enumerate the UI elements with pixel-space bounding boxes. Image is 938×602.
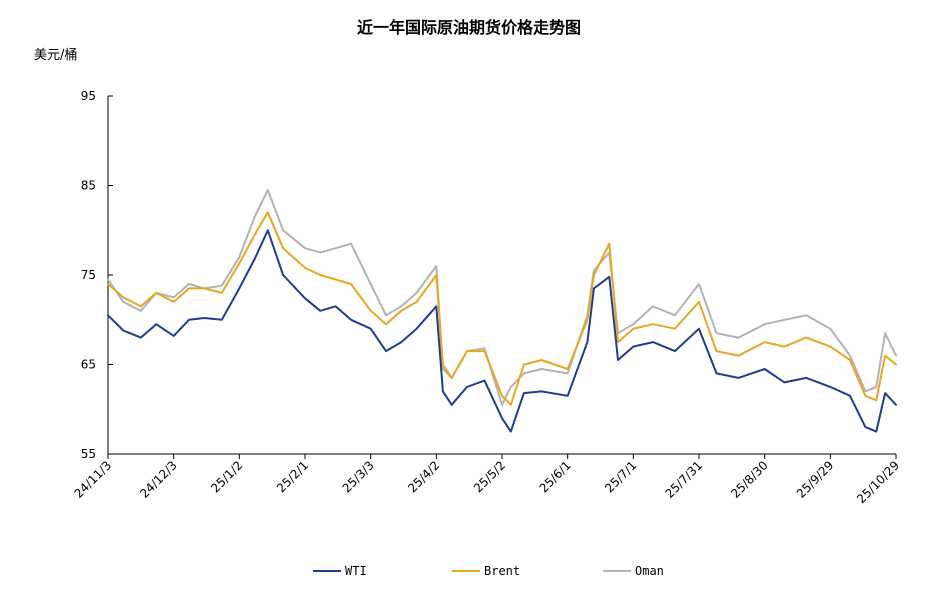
x-tick-label: 25/7/1: [602, 458, 639, 495]
x-tick-label: 25/1/2: [208, 458, 245, 495]
y-axis-unit-label: 美元/桶: [34, 48, 78, 63]
y-axis-ticks: 55 65 75 85 95: [81, 89, 113, 461]
series-line-brent: [107, 211, 897, 406]
y-tick-label: 75: [81, 268, 96, 282]
x-tick-label: 25/7/31: [663, 458, 706, 501]
axes: [107, 96, 896, 455]
y-tick-label: 85: [81, 179, 96, 193]
chart-title: 近一年国际原油期货价格走势图: [356, 18, 581, 37]
x-axis-ticks: 24/11/3 24/12/3 25/1/2 25/2/1 25/3/3 25/4/2 25…: [72, 454, 902, 506]
legend-label-brent: Brent: [484, 564, 520, 578]
x-tick-label: 25/8/30: [728, 458, 771, 501]
x-tick-label: 24/12/3: [137, 458, 180, 501]
series-lines: [107, 189, 897, 433]
series-line-oman: [107, 189, 897, 406]
legend-label-wti: WTI: [345, 564, 367, 578]
y-tick-label: 65: [81, 358, 96, 372]
y-tick-label: 55: [81, 447, 96, 461]
y-tick-label: 95: [81, 89, 96, 103]
x-tick-label: 25/10/29: [854, 458, 902, 506]
x-tick-label: 25/5/2: [471, 458, 508, 495]
x-tick-label: 25/2/1: [274, 458, 311, 495]
x-tick-label: 25/9/29: [794, 458, 837, 501]
legend-label-oman: Oman: [635, 564, 664, 578]
series-line-wti: [107, 229, 897, 433]
x-tick-label: 25/3/3: [340, 458, 377, 495]
x-tick-label: 24/11/3: [72, 458, 115, 501]
legend: WTI Brent Oman: [313, 564, 664, 578]
x-tick-label: 25/6/1: [537, 458, 574, 495]
x-tick-label: 25/4/2: [405, 458, 442, 495]
